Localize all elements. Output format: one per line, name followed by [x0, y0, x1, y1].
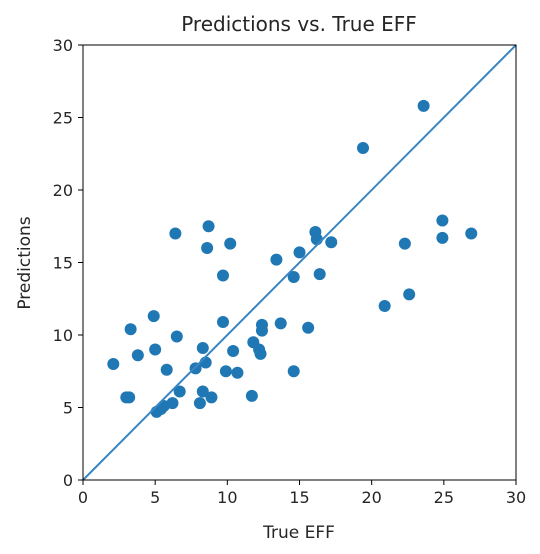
data-point — [293, 246, 306, 259]
y-tick-label: 25 — [53, 109, 73, 128]
data-point — [124, 323, 137, 336]
y-tick-label: 30 — [53, 36, 73, 55]
y-tick-label: 10 — [53, 326, 73, 345]
data-point — [173, 385, 186, 398]
data-point — [436, 214, 449, 227]
data-point — [189, 362, 202, 375]
data-point — [325, 236, 338, 249]
data-point — [398, 237, 411, 250]
x-tick-label: 15 — [289, 488, 309, 507]
plot-area — [82, 44, 517, 481]
data-point — [245, 389, 258, 402]
data-point — [202, 220, 215, 233]
y-axis-label: Predictions — [15, 216, 35, 309]
data-point — [287, 365, 300, 378]
chart-title: Predictions vs. True EFF — [181, 12, 417, 36]
data-point — [131, 349, 144, 362]
x-tick-label: 0 — [78, 488, 88, 507]
data-point — [255, 318, 268, 331]
y-tick-label: 0 — [63, 471, 73, 490]
x-tick-label: 30 — [506, 488, 526, 507]
data-point — [313, 268, 326, 281]
y-tick-label: 20 — [53, 181, 73, 200]
data-point — [227, 344, 240, 357]
x-tick-label: 20 — [361, 488, 381, 507]
data-point — [219, 365, 232, 378]
x-axis-label: True EFF — [262, 523, 335, 543]
data-point — [465, 227, 478, 240]
data-point — [196, 342, 209, 355]
data-point — [205, 391, 218, 404]
data-point — [193, 397, 206, 410]
data-point — [224, 237, 237, 250]
data-point — [254, 347, 267, 360]
data-point — [403, 288, 416, 301]
data-point — [357, 141, 370, 154]
y-tick-label: 15 — [53, 254, 73, 273]
data-point — [417, 99, 430, 112]
x-tick-label: 5 — [150, 488, 160, 507]
data-point — [310, 233, 323, 246]
data-point — [287, 271, 300, 283]
data-point — [160, 363, 173, 376]
data-point — [231, 366, 244, 379]
data-point — [201, 242, 214, 254]
data-point — [217, 315, 230, 328]
data-point — [196, 385, 209, 398]
data-point — [302, 321, 315, 334]
data-point — [149, 343, 162, 356]
x-tick-label: 25 — [434, 488, 454, 507]
x-tick-label: 10 — [217, 488, 237, 507]
data-point — [147, 310, 160, 323]
data-point — [436, 231, 449, 244]
data-point — [170, 330, 183, 343]
data-point — [169, 227, 182, 240]
reference-line — [82, 44, 517, 481]
data-point — [107, 358, 120, 370]
data-point — [270, 253, 283, 266]
data-point — [123, 391, 136, 404]
data-point — [199, 356, 212, 369]
data-point — [274, 317, 287, 330]
data-point — [378, 300, 391, 312]
data-point — [217, 269, 230, 282]
axis-ticks: 0 5 10 15 20 25 30 0 5 10 15 20 25 30 — [53, 36, 527, 507]
y-tick-label: 5 — [63, 399, 73, 418]
data-point — [166, 397, 179, 410]
